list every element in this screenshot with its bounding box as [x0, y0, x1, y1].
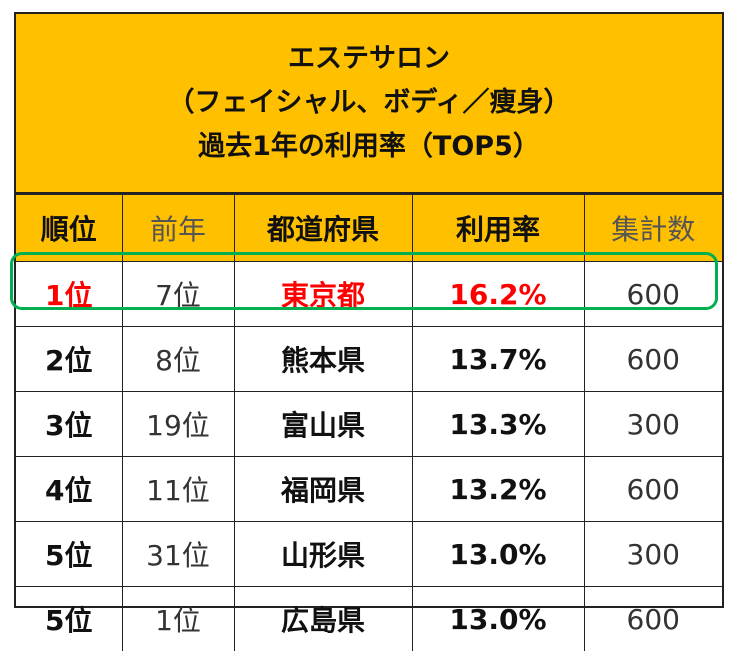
cell-rank: 3位: [16, 392, 122, 457]
cell-rank: 5位: [16, 522, 122, 587]
cell-sample-count: 600: [584, 327, 722, 392]
cell-sample-count: 300: [584, 392, 722, 457]
table-row: 2位 8位 熊本県 13.7% 600: [16, 327, 722, 392]
title-line-3: 過去1年の利用率（TOP5）: [198, 125, 540, 169]
header-sample-count: 集計数: [584, 195, 722, 262]
cell-usage-rate: 13.7%: [412, 327, 584, 392]
title-line-2: （フェイシャル、ボディ／痩身）: [167, 81, 570, 125]
cell-prev-year: 19位: [122, 392, 234, 457]
cell-sample-count: 300: [584, 522, 722, 587]
table-row: 5位 31位 山形県 13.0% 300: [16, 522, 722, 587]
cell-sample-count: 600: [584, 457, 722, 522]
cell-rank: 1位: [16, 262, 122, 327]
cell-prefecture: 熊本県: [234, 327, 412, 392]
cell-prefecture: 広島県: [234, 587, 412, 651]
cell-usage-rate: 13.0%: [412, 587, 584, 651]
cell-rank: 5位: [16, 587, 122, 651]
cell-prefecture: 福岡県: [234, 457, 412, 522]
header-prev-year: 前年: [122, 195, 234, 262]
cell-prefecture: 東京都: [234, 262, 412, 327]
cell-prev-year: 1位: [122, 587, 234, 651]
table-title: エステサロン （フェイシャル、ボディ／痩身） 過去1年の利用率（TOP5）: [16, 14, 722, 194]
cell-usage-rate: 13.3%: [412, 392, 584, 457]
cell-usage-rate: 13.0%: [412, 522, 584, 587]
table-row: 3位 19位 富山県 13.3% 300: [16, 392, 722, 457]
cell-rank: 2位: [16, 327, 122, 392]
header-prefecture: 都道府県: [234, 195, 412, 262]
table-row: 5位 1位 広島県 13.0% 600: [16, 587, 722, 651]
cell-prefecture: 山形県: [234, 522, 412, 587]
ranking-table-frame: エステサロン （フェイシャル、ボディ／痩身） 過去1年の利用率（TOP5） 順位…: [14, 12, 724, 608]
header-row: 順位 前年 都道府県 利用率 集計数: [16, 195, 722, 262]
cell-sample-count: 600: [584, 262, 722, 327]
table-row: 4位 11位 福岡県 13.2% 600: [16, 457, 722, 522]
cell-prev-year: 11位: [122, 457, 234, 522]
cell-prev-year: 8位: [122, 327, 234, 392]
cell-prev-year: 7位: [122, 262, 234, 327]
ranking-table: 順位 前年 都道府県 利用率 集計数 1位 7位 東京都 16.2% 600 2…: [16, 194, 722, 651]
header-rank: 順位: [16, 195, 122, 262]
cell-rank: 4位: [16, 457, 122, 522]
cell-prefecture: 富山県: [234, 392, 412, 457]
cell-usage-rate: 16.2%: [412, 262, 584, 327]
cell-prev-year: 31位: [122, 522, 234, 587]
title-line-1: エステサロン: [288, 37, 450, 81]
header-usage-rate: 利用率: [412, 195, 584, 262]
cell-usage-rate: 13.2%: [412, 457, 584, 522]
table-row: 1位 7位 東京都 16.2% 600: [16, 262, 722, 327]
cell-sample-count: 600: [584, 587, 722, 651]
